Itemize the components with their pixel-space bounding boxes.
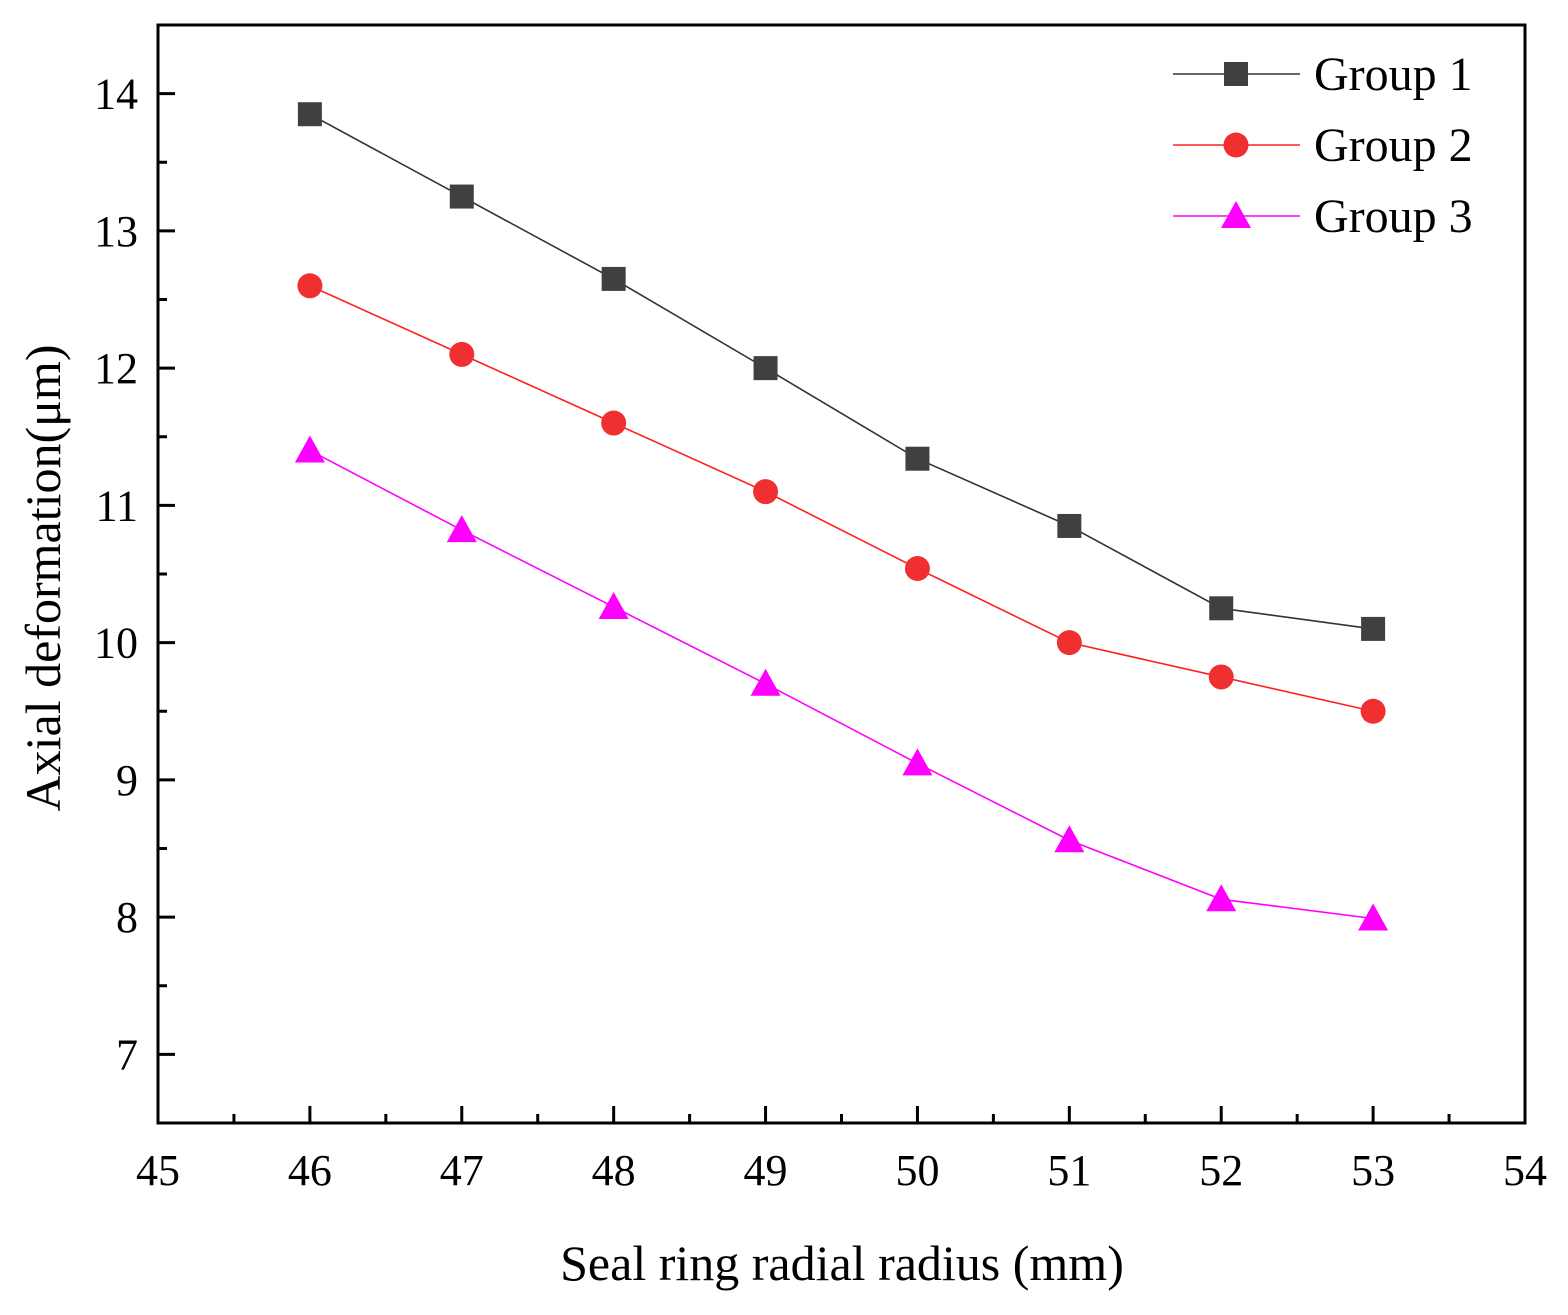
series-line (309, 113, 1374, 630)
series-3 (294, 435, 1389, 931)
data-point (601, 410, 627, 436)
x-tick-label: 49 (744, 1146, 788, 1195)
legend-marker (1221, 201, 1251, 228)
legend-item: Group 1 (1173, 48, 1473, 101)
x-tick-label: 47 (440, 1146, 484, 1195)
data-point (297, 102, 322, 127)
x-tick-label: 54 (1503, 1146, 1547, 1195)
legend: Group 1 Group 2 Group 3 (1173, 48, 1473, 243)
data-point (902, 748, 933, 776)
legend-label: Group 2 (1314, 119, 1473, 172)
series-line (309, 285, 1374, 713)
data-point (1057, 513, 1082, 538)
y-tick-label: 11 (96, 481, 138, 530)
data-point (1208, 664, 1234, 690)
y-tick-label: 14 (94, 70, 138, 119)
data-point (1358, 903, 1389, 931)
legend-item: Group 3 (1173, 190, 1473, 243)
y-tick-label: 8 (116, 893, 138, 942)
data-point (1360, 698, 1386, 724)
data-point (598, 591, 629, 619)
y-tick-label: 10 (94, 619, 138, 668)
x-tick-label: 50 (895, 1146, 939, 1195)
y-tick-label: 7 (116, 1030, 138, 1079)
y-tick-label: 13 (94, 207, 138, 256)
data-point (449, 341, 475, 367)
x-tick-label: 53 (1351, 1146, 1395, 1195)
data-point (905, 446, 930, 471)
x-tick-label: 46 (288, 1146, 332, 1195)
data-point (449, 184, 474, 209)
axes-layer: 45 46 47 48 49 50 51 52 53 54 7 8 9 10 11 12 13 14 (94, 23, 1547, 1195)
series-layer (294, 102, 1389, 931)
data-point (1056, 630, 1082, 656)
data-point (294, 435, 325, 463)
data-point (297, 273, 323, 299)
legend-marker (1223, 132, 1249, 158)
data-point (1209, 596, 1234, 621)
x-tick-label: 48 (592, 1146, 636, 1195)
data-point (601, 266, 626, 291)
legend-label: Group 3 (1314, 190, 1473, 243)
data-point (1054, 825, 1085, 853)
x-tick-label: 51 (1047, 1146, 1091, 1195)
x-axis-title: Seal ring radial radius (mm) (560, 1235, 1124, 1291)
data-point (750, 668, 781, 696)
data-point (753, 356, 778, 381)
data-point (1206, 884, 1237, 912)
x-tick-label: 45 (136, 1146, 180, 1195)
legend-marker (1224, 62, 1248, 86)
y-tick-label: 9 (116, 756, 138, 805)
legend-item: Group 2 (1173, 119, 1473, 172)
series-2 (297, 273, 1386, 724)
legend-label: Group 1 (1314, 48, 1473, 101)
y-tick-label: 12 (94, 344, 138, 393)
data-point (753, 479, 779, 505)
series-1 (297, 102, 1386, 641)
x-tick-label: 52 (1199, 1146, 1243, 1195)
data-point (446, 515, 477, 543)
data-point (904, 556, 930, 582)
y-axis-title: Axial deformation(μm) (15, 345, 71, 812)
data-point (1361, 616, 1386, 641)
series-line (309, 449, 1374, 920)
